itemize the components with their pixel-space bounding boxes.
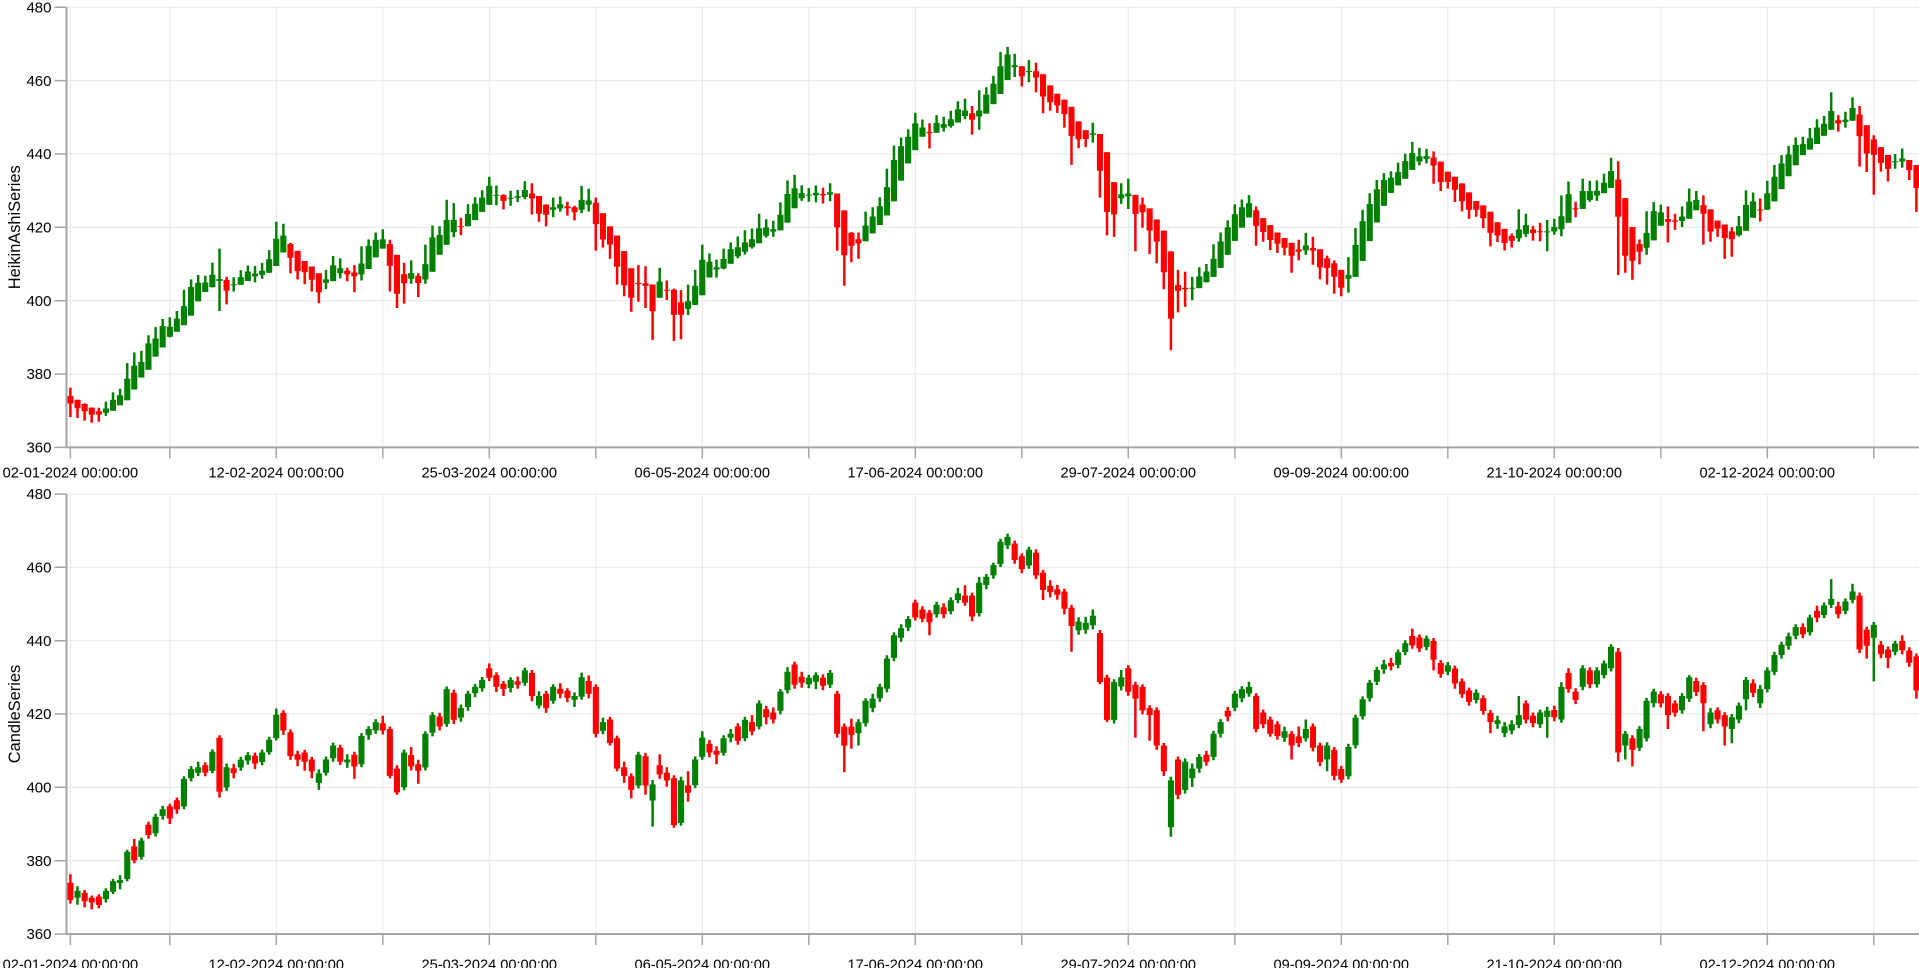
svg-text:02-12-2024 00:00:00: 02-12-2024 00:00:00	[1700, 958, 1836, 969]
svg-text:420: 420	[26, 220, 51, 237]
svg-text:29-07-2024 00:00:00: 29-07-2024 00:00:00	[1061, 958, 1197, 969]
svg-text:440: 440	[26, 633, 51, 650]
svg-text:420: 420	[26, 706, 51, 723]
svg-text:29-07-2024 00:00:00: 29-07-2024 00:00:00	[1061, 466, 1197, 482]
svg-text:12-02-2024 00:00:00: 12-02-2024 00:00:00	[209, 958, 345, 969]
svg-text:02-01-2024 00:00:00: 02-01-2024 00:00:00	[3, 958, 139, 969]
svg-text:CandleSeries: CandleSeries	[6, 665, 24, 763]
svg-text:25-03-2024 00:00:00: 25-03-2024 00:00:00	[422, 466, 558, 482]
svg-text:02-01-2024 00:00:00: 02-01-2024 00:00:00	[3, 466, 139, 482]
svg-text:12-02-2024 00:00:00: 12-02-2024 00:00:00	[209, 466, 345, 482]
svg-text:06-05-2024 00:00:00: 06-05-2024 00:00:00	[635, 958, 771, 969]
svg-text:380: 380	[26, 853, 51, 870]
svg-text:HeikinAshiSeries: HeikinAshiSeries	[6, 165, 24, 289]
svg-text:17-06-2024 00:00:00: 17-06-2024 00:00:00	[848, 958, 984, 969]
svg-text:400: 400	[26, 293, 51, 310]
svg-text:480: 480	[26, 486, 51, 503]
svg-text:21-10-2024 00:00:00: 21-10-2024 00:00:00	[1487, 466, 1623, 482]
svg-text:440: 440	[26, 146, 51, 163]
svg-text:21-10-2024 00:00:00: 21-10-2024 00:00:00	[1487, 958, 1623, 969]
svg-text:460: 460	[26, 73, 51, 90]
svg-text:09-09-2024 00:00:00: 09-09-2024 00:00:00	[1274, 466, 1410, 482]
svg-text:360: 360	[26, 926, 51, 943]
svg-text:400: 400	[26, 780, 51, 797]
svg-text:17-06-2024 00:00:00: 17-06-2024 00:00:00	[848, 466, 984, 482]
svg-text:02-12-2024 00:00:00: 02-12-2024 00:00:00	[1700, 466, 1836, 482]
svg-text:380: 380	[26, 366, 51, 383]
svg-text:360: 360	[26, 440, 51, 457]
svg-text:480: 480	[26, 0, 51, 17]
svg-text:25-03-2024 00:00:00: 25-03-2024 00:00:00	[422, 958, 558, 969]
svg-text:09-09-2024 00:00:00: 09-09-2024 00:00:00	[1274, 958, 1410, 969]
svg-text:06-05-2024 00:00:00: 06-05-2024 00:00:00	[635, 466, 771, 482]
svg-text:460: 460	[26, 560, 51, 577]
